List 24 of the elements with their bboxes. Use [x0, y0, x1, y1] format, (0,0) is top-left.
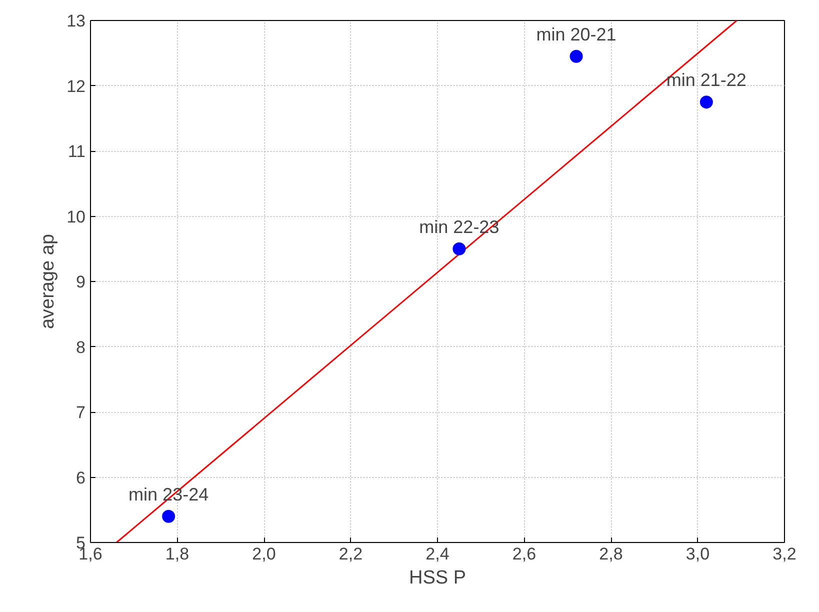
x-tick-label: 1,8 — [165, 544, 190, 564]
x-tick-label: 3,0 — [686, 544, 710, 564]
x-tick-label: 2,6 — [512, 544, 536, 564]
x-tick-label: 2,2 — [338, 544, 363, 564]
y-tick-label: 6 — [76, 468, 86, 488]
y-tick-label: 9 — [76, 272, 86, 292]
y-tick-label: 13 — [66, 12, 86, 30]
point — [570, 50, 583, 63]
y-tick-label: 8 — [76, 338, 86, 357]
annotation: min 20-21 — [536, 24, 616, 44]
point — [162, 510, 176, 523]
x-tick-label: 2,0 — [252, 544, 276, 564]
y-tick-label: 7 — [76, 403, 86, 422]
annotation: min 21-22 — [666, 70, 746, 90]
point — [700, 96, 713, 109]
y-tick-label: 11 — [68, 142, 86, 161]
x-tick-label: 2,8 — [599, 544, 623, 564]
point — [452, 242, 466, 256]
x-axis-title: HSS P — [408, 568, 466, 588]
y-axis-title: average ap — [38, 234, 59, 330]
x-tick-label: 2,4 — [426, 544, 450, 564]
y-tick-label: 12 — [66, 76, 86, 96]
y-tick-label: 10 — [66, 207, 86, 226]
x-tick-label: 3,2 — [772, 544, 796, 564]
